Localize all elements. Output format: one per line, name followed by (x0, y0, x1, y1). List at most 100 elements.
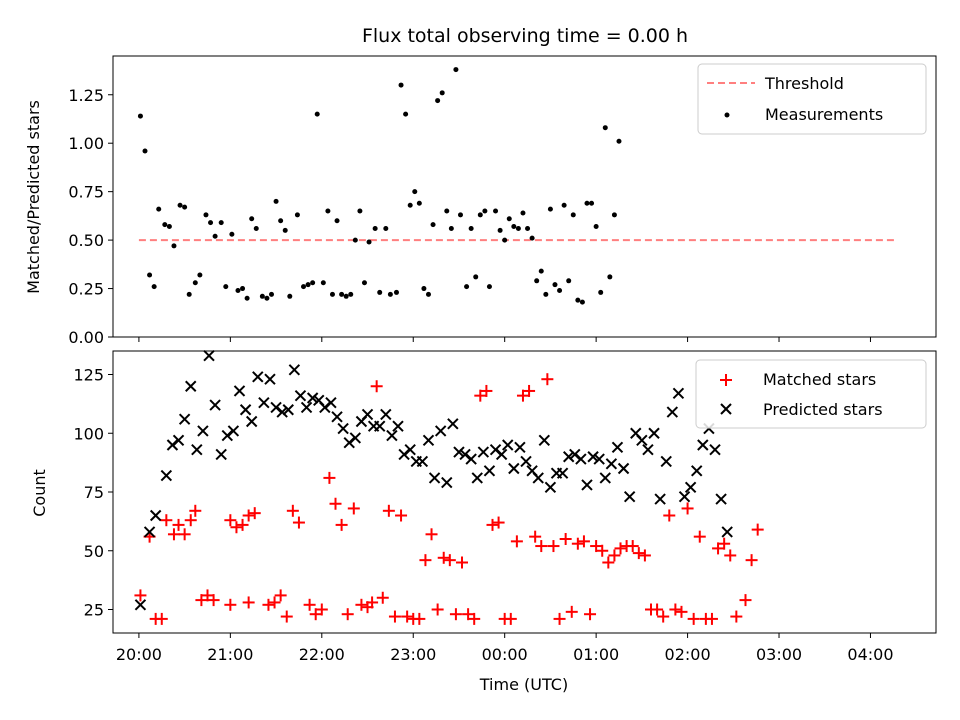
measurement-point (464, 284, 470, 290)
matched-star-point (590, 540, 603, 553)
matched-star-point (638, 549, 651, 562)
measurement-point (611, 212, 617, 218)
measurement-point (398, 82, 404, 88)
matched-star-point (571, 537, 584, 550)
x-tick-label: 21:00 (207, 645, 253, 664)
matched-star-point (341, 608, 354, 621)
matched-star-point (608, 549, 621, 562)
matched-star-point (718, 537, 731, 550)
matched-star-point (474, 389, 487, 402)
legend-predicted-swatch (720, 403, 732, 415)
bottom-y-tick-label: 100 (73, 424, 104, 443)
matched-star-point (160, 514, 173, 527)
measurement-point (282, 227, 288, 233)
measurement-point (352, 237, 358, 243)
matched-star-point (529, 530, 542, 543)
predicted-star-point (392, 420, 404, 432)
predicted-star-point (209, 399, 221, 411)
predicted-star-point (697, 439, 709, 451)
measurement-point (616, 138, 622, 144)
measurement-point (329, 291, 335, 297)
matched-star-point (292, 516, 305, 529)
matched-star-point (242, 509, 255, 522)
bottom-y-tick-label: 25 (84, 601, 104, 620)
measurement-point (287, 293, 293, 299)
predicted-star-point (337, 422, 349, 435)
measurement-point (538, 268, 544, 274)
measurement-point (552, 282, 558, 288)
measurement-point (482, 208, 488, 214)
x-tick-label: 23:00 (390, 645, 436, 664)
legend-measurements-swatch (724, 112, 730, 118)
matched-star-point (486, 518, 499, 531)
measurement-point (197, 272, 203, 278)
predicted-star-point (349, 432, 362, 444)
predicted-star-point (215, 448, 227, 461)
predicted-star-point (288, 364, 301, 376)
predicted-star-point (715, 493, 727, 505)
predicted-star-point (581, 479, 593, 491)
measurement-point (453, 67, 459, 73)
top-plot-frame (112, 55, 937, 338)
predicted-star-point (495, 448, 508, 461)
matched-star-point (195, 594, 208, 607)
predicted-star-point (252, 371, 264, 383)
matched-star-point (541, 373, 554, 386)
measurement-point (607, 274, 613, 280)
matched-star-point (425, 528, 438, 541)
measurement-point (208, 220, 214, 226)
matched-star-point (224, 514, 237, 527)
measurement-point (589, 200, 595, 206)
matched-star-point (366, 596, 379, 609)
matched-star-point (681, 502, 694, 515)
predicted-star-point (428, 472, 441, 484)
predicted-star-point (149, 509, 162, 522)
measurement-point (511, 224, 517, 230)
matched-star-point (248, 507, 261, 520)
matched-star-point (456, 556, 469, 569)
measurement-point (435, 98, 441, 104)
measurement-point (273, 198, 279, 204)
measurement-point (361, 280, 367, 286)
bottom-plot-frame (112, 350, 937, 634)
measurement-point (439, 90, 445, 96)
top-legend: Threshold Measurements (697, 63, 927, 135)
matched-star-point (626, 540, 639, 553)
matched-star-point (462, 608, 475, 621)
matched-star-point (309, 608, 322, 621)
measurement-point (570, 212, 576, 218)
measurement-point (584, 200, 590, 206)
count-series (134, 349, 764, 625)
measurement-point (334, 218, 340, 224)
predicted-star-point (233, 385, 246, 397)
matched-star-point (602, 556, 615, 569)
measurement-point (357, 208, 363, 214)
matched-star-point (236, 518, 249, 531)
predicted-star-point (483, 465, 496, 477)
measurement-point (223, 284, 229, 290)
matched-star-point (553, 612, 566, 625)
measurement-point (473, 274, 479, 280)
predicted-star-point (514, 441, 526, 454)
matched-star-point (134, 589, 147, 602)
x-tick-label: 02:00 (665, 645, 711, 664)
matched-star-point (712, 542, 725, 555)
measurement-point (186, 291, 192, 297)
x-tick-label: 20:00 (116, 645, 162, 664)
predicted-star-point (508, 462, 520, 475)
measurement-point (269, 291, 275, 297)
x-tick-label: 03:00 (756, 645, 802, 664)
matched-star-point (280, 610, 293, 623)
matched-star-point (268, 596, 281, 609)
bottom-legend-box (695, 359, 927, 429)
matched-star-point (559, 533, 572, 545)
x-tick-label: 04:00 (847, 645, 893, 664)
matched-star-point (413, 612, 426, 625)
top-axis-ticks: 0.00 0.25 0.50 0.75 1.00 1.25 (68, 86, 871, 347)
top-legend-box (697, 63, 927, 135)
matched-star-point (739, 594, 752, 607)
measurement-point (177, 202, 183, 208)
measurement-point (515, 225, 521, 231)
predicted-star-point (416, 455, 429, 468)
